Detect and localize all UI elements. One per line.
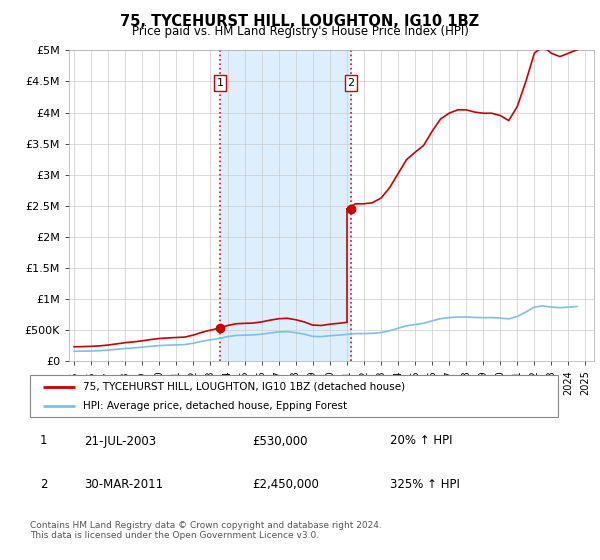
Text: Price paid vs. HM Land Registry's House Price Index (HPI): Price paid vs. HM Land Registry's House …	[131, 25, 469, 38]
Text: 325% ↑ HPI: 325% ↑ HPI	[390, 478, 460, 491]
Text: Contains HM Land Registry data © Crown copyright and database right 2024.
This d: Contains HM Land Registry data © Crown c…	[30, 521, 382, 540]
Text: £530,000: £530,000	[252, 435, 308, 447]
Text: 75, TYCEHURST HILL, LOUGHTON, IG10 1BZ (detached house): 75, TYCEHURST HILL, LOUGHTON, IG10 1BZ (…	[83, 381, 405, 391]
Text: 21-JUL-2003: 21-JUL-2003	[84, 435, 156, 447]
Text: 2: 2	[347, 78, 355, 88]
Text: £2,450,000: £2,450,000	[252, 478, 319, 491]
Text: 75, TYCEHURST HILL, LOUGHTON, IG10 1BZ: 75, TYCEHURST HILL, LOUGHTON, IG10 1BZ	[121, 14, 479, 29]
Text: 1: 1	[217, 78, 223, 88]
Text: 20% ↑ HPI: 20% ↑ HPI	[390, 435, 452, 447]
Text: 2: 2	[40, 478, 47, 491]
Text: HPI: Average price, detached house, Epping Forest: HPI: Average price, detached house, Eppi…	[83, 401, 347, 411]
Bar	[220, 50, 351, 361]
Text: 30-MAR-2011: 30-MAR-2011	[84, 478, 163, 491]
Text: 1: 1	[40, 435, 47, 447]
